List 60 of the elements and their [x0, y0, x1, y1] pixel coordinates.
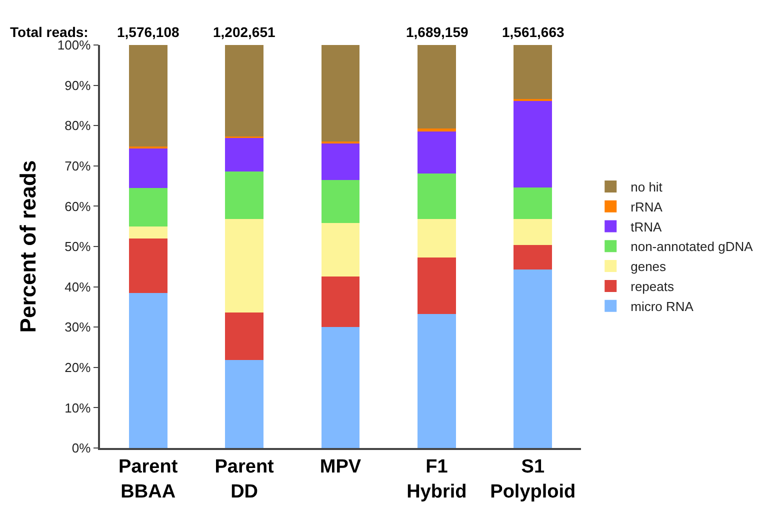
legend-label: micro RNA: [630, 298, 694, 314]
y-tick-label: 10%: [64, 400, 92, 416]
annotation: 1,689,159: [406, 24, 468, 40]
y-tick-label: 20%: [64, 360, 92, 375]
x-tick-label: Parent DD: [214, 456, 275, 502]
legend-label: repeats: [630, 279, 674, 294]
bar: [417, 45, 456, 128]
bar: [417, 128, 456, 132]
bar: [321, 180, 360, 224]
bar: [417, 174, 456, 220]
bar: [321, 276, 360, 328]
y-tick-label: 70%: [64, 158, 92, 174]
legend-label: non-annotated gDNA: [630, 239, 754, 254]
bar: [225, 360, 264, 448]
y-tick-label: 50%: [64, 239, 92, 254]
bar: [128, 238, 168, 293]
annotation: 1,576,108: [117, 24, 180, 40]
y-tick-label: 0%: [72, 440, 92, 456]
bar: [225, 172, 264, 220]
x-tick-label: MPV: [320, 456, 362, 478]
legend-label: rRNA: [630, 199, 663, 214]
bar: [417, 132, 456, 174]
y-tick-label: 60%: [64, 198, 92, 214]
x-tick-label: S1 Polyploid: [490, 456, 576, 502]
bar: [514, 187, 552, 220]
text: Total reads:: [10, 24, 88, 40]
bar: [417, 257, 456, 314]
bar: [128, 148, 168, 188]
y-tick-label: 100%: [57, 38, 92, 53]
annotation: 1,202,651: [213, 24, 276, 40]
bar: [514, 101, 552, 188]
bar: [321, 45, 360, 142]
x-tick-label: F1 Hybrid: [406, 456, 467, 502]
bar: [417, 219, 456, 258]
bar: [225, 138, 264, 172]
y-tick-label: 40%: [64, 279, 92, 294]
bar: [321, 143, 360, 180]
bar: [225, 219, 264, 313]
y-tick-label: 30%: [64, 320, 92, 335]
annotation: 1,561,663: [502, 24, 564, 40]
bar: [128, 45, 168, 147]
legend-label: tRNA: [630, 219, 662, 234]
bar: [225, 45, 264, 136]
bar: [514, 269, 552, 448]
bar: [417, 314, 456, 448]
bar: [128, 226, 168, 238]
bar: [225, 312, 264, 360]
bar: [128, 292, 168, 448]
bar: [321, 327, 360, 448]
bar: [514, 45, 552, 99]
bar: [514, 219, 552, 245]
y-tick-label: 80%: [64, 118, 92, 134]
legend-label: genes: [630, 259, 667, 274]
bar: [514, 244, 552, 270]
bar: [321, 223, 360, 276]
x-tick-label: Parent BBAA: [118, 456, 178, 502]
bar: [128, 188, 168, 226]
y-tick-label: 90%: [64, 78, 92, 93]
y-axis-title: Percent of reads: [16, 160, 41, 333]
legend-label: no hit: [630, 180, 663, 195]
